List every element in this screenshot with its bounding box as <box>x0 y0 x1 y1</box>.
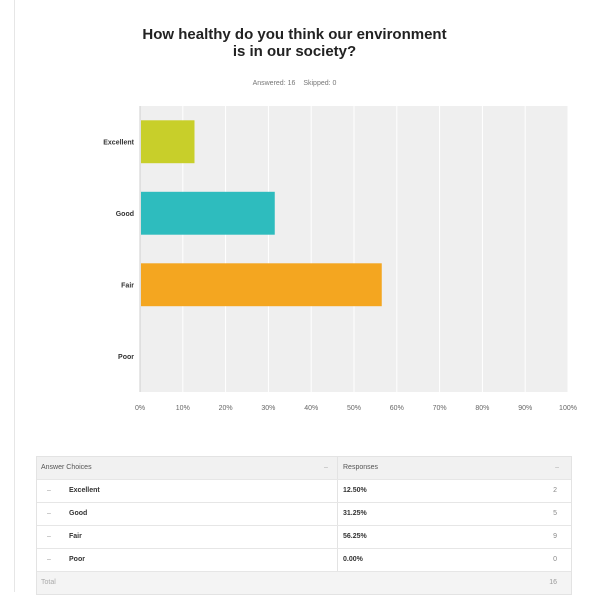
column-divider <box>337 480 338 502</box>
row-bullet-icon: – <box>47 533 51 540</box>
x-tick-label: 70% <box>433 405 447 412</box>
row-count: 2 <box>553 487 557 494</box>
category-label: Fair <box>121 282 134 289</box>
column-divider <box>337 549 338 571</box>
response-stats: Answered: 16 Skipped: 0 <box>0 80 589 87</box>
x-tick-label: 60% <box>390 405 404 412</box>
table-row: – Excellent 12.50% 2 <box>37 480 571 503</box>
row-count: 5 <box>553 510 557 517</box>
x-tick-label: 50% <box>347 405 361 412</box>
category-label: Good <box>116 211 134 218</box>
row-percent: 0.00% <box>343 556 363 563</box>
bar-excellent <box>141 120 195 164</box>
x-tick-label: 0% <box>135 405 145 412</box>
x-tick-label: 80% <box>475 405 489 412</box>
row-count: 9 <box>553 533 557 540</box>
table-total-row: Total 16 <box>37 572 571 594</box>
answered-count: Answered: 16 <box>252 80 296 87</box>
row-choice: Poor <box>69 556 85 563</box>
row-bullet-icon: – <box>47 510 51 517</box>
row-bullet-icon: – <box>47 487 51 494</box>
sort-choices-icon[interactable]: – <box>324 464 328 471</box>
x-tick-label: 100% <box>559 405 577 412</box>
column-divider <box>337 457 338 479</box>
category-label: Poor <box>118 354 134 361</box>
responses-table: Answer Choices – Responses – – Excellent… <box>36 456 572 595</box>
table-row: – Fair 56.25% 9 <box>37 526 571 549</box>
row-percent: 31.25% <box>343 510 367 517</box>
bar-fair <box>141 263 382 307</box>
row-percent: 56.25% <box>343 533 367 540</box>
row-choice: Good <box>69 510 88 517</box>
x-tick-label: 30% <box>261 405 275 412</box>
row-choice: Fair <box>69 533 82 540</box>
x-tick-label: 90% <box>518 405 532 412</box>
total-count: 16 <box>549 579 557 586</box>
answer-choices-header[interactable]: Answer Choices <box>41 464 92 471</box>
bar-good <box>141 191 275 235</box>
x-tick-label: 20% <box>219 405 233 412</box>
total-label: Total <box>41 579 56 586</box>
question-title: How healthy do you think our environment… <box>0 26 589 60</box>
table-header: Answer Choices – Responses – <box>37 457 571 480</box>
row-percent: 12.50% <box>343 487 367 494</box>
responses-header[interactable]: Responses <box>343 464 379 471</box>
row-bullet-icon: – <box>47 556 51 563</box>
question-title-line-2: is in our society? <box>232 43 357 60</box>
row-count: 0 <box>553 556 557 563</box>
column-divider <box>337 503 338 525</box>
column-divider <box>337 526 338 548</box>
left-divider <box>14 0 15 592</box>
x-tick-label: 40% <box>304 405 318 412</box>
question-title-line-1: How healthy do you think our environment <box>142 26 447 43</box>
table-row: – Poor 0.00% 0 <box>37 549 571 572</box>
skipped-count: Skipped: 0 <box>303 80 337 87</box>
x-tick-label: 10% <box>176 405 190 412</box>
sort-responses-icon[interactable]: – <box>555 464 559 471</box>
category-label: Excellent <box>103 139 134 146</box>
bar-chart: 0% 10% 20% 30% 40% 50% 60% 70% 80% 90% 100% Excelle… <box>103 106 577 412</box>
table-row: – Good 31.25% 5 <box>37 503 571 526</box>
row-choice: Excellent <box>69 487 100 494</box>
